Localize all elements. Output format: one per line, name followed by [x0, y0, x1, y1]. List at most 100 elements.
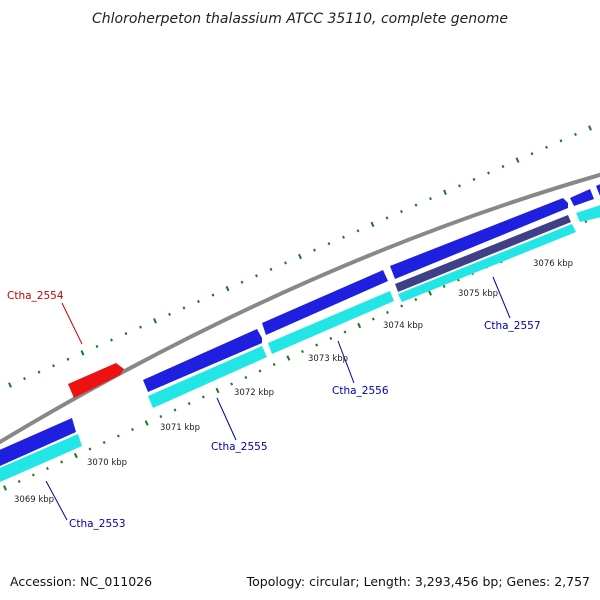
rna-block[interactable]	[68, 363, 124, 398]
tick-dot	[327, 242, 331, 246]
tick-dot	[3, 485, 7, 491]
tick-dot	[458, 184, 461, 188]
tick-dot	[23, 377, 26, 381]
kbp-label: 3073 kbp	[308, 354, 348, 364]
tick-dot	[31, 473, 35, 477]
cds-block[interactable]	[390, 198, 568, 279]
tick-dot	[356, 229, 360, 233]
cds-block[interactable]	[570, 189, 594, 206]
tick-dot	[414, 297, 418, 302]
tick-dot	[66, 357, 70, 361]
cds-block[interactable]	[148, 346, 267, 408]
tick-dot	[225, 285, 230, 292]
tick-dot	[139, 325, 142, 329]
tick-dot	[313, 248, 316, 252]
kbp-label: 3071 kbp	[160, 423, 200, 433]
tick-dot	[187, 401, 191, 406]
cds-block[interactable]	[143, 329, 262, 392]
kbp-label: 3076 kbp	[533, 259, 573, 269]
label-leader-line	[337, 340, 355, 384]
tick-dot	[52, 364, 55, 368]
tick-dot	[8, 382, 12, 388]
label-leader-line	[61, 302, 83, 345]
tick-dot	[284, 261, 287, 265]
tick-dot	[269, 267, 273, 271]
tick-dot	[342, 235, 345, 239]
tick-dot	[370, 221, 375, 228]
cds-block[interactable]	[0, 418, 76, 466]
tick-dot	[530, 152, 534, 156]
tick-dot	[329, 336, 333, 341]
tick-dot	[272, 362, 276, 367]
gene-label[interactable]: Ctha_2557	[484, 320, 541, 332]
cds-block-dark[interactable]	[395, 215, 571, 292]
gene-labels: Ctha_2554 Ctha_2553 Ctha_2555 Ctha_2556 Ctha…	[7, 290, 541, 530]
tick-dot	[428, 290, 432, 296]
tick-dot	[80, 350, 85, 356]
tick-dot	[443, 189, 447, 195]
gene-label[interactable]: Ctha_2554	[7, 290, 64, 302]
tick-dot	[131, 427, 134, 432]
tick-dot	[102, 440, 106, 445]
reverse-cds-track	[0, 202, 600, 482]
label-leader-line	[45, 480, 68, 521]
genome-backbone	[0, 172, 600, 445]
tick-dot	[545, 145, 548, 149]
tick-dot	[255, 274, 258, 278]
tick-dot	[201, 395, 205, 399]
kbp-label: 3074 kbp	[383, 321, 423, 331]
gene-label[interactable]: Ctha_2556	[332, 385, 389, 397]
tick-dot	[298, 253, 302, 260]
label-leaders	[45, 276, 511, 521]
tick-dot	[95, 344, 99, 348]
cds-block[interactable]	[398, 224, 576, 302]
tick-dot	[515, 157, 520, 163]
kbp-label: 3072 kbp	[234, 388, 274, 398]
cds-block[interactable]	[596, 180, 600, 196]
tick-dot	[472, 177, 476, 181]
tick-dot	[400, 304, 404, 308]
tick-dot	[429, 197, 432, 201]
gene-label[interactable]: Ctha_2555	[211, 441, 268, 453]
cds-block[interactable]	[576, 202, 600, 222]
tick-dot	[414, 203, 418, 207]
tick-dot	[144, 420, 149, 426]
tick-dot	[385, 216, 389, 220]
tick-dot	[211, 293, 215, 297]
accession-text: Accession: NC_011026	[10, 574, 152, 589]
tick-dot	[487, 171, 490, 175]
gene-label[interactable]: Ctha_2553	[69, 518, 126, 530]
tick-dot	[182, 306, 186, 310]
tick-dot	[110, 338, 113, 342]
tick-dot	[343, 330, 347, 334]
tick-dot	[17, 479, 21, 484]
label-leader-line	[492, 276, 511, 319]
tick-dot	[197, 299, 200, 304]
tick-dot	[400, 209, 403, 214]
kbp-label: 3075 kbp	[458, 289, 498, 299]
tick-dot	[315, 343, 319, 347]
tick-dot	[173, 408, 177, 412]
tick-dot	[124, 332, 128, 336]
tick-dot	[584, 219, 588, 224]
tick-dot	[116, 434, 120, 438]
tick-dot	[559, 139, 563, 143]
tick-dot	[301, 349, 304, 354]
tick-dot	[60, 460, 64, 464]
tick-dot	[286, 355, 291, 361]
tick-dot	[244, 375, 248, 380]
tick-dot	[168, 312, 171, 316]
outer-tick-dots	[8, 125, 592, 388]
tick-dot	[230, 382, 234, 386]
tick-dot	[240, 280, 244, 284]
cds-block[interactable]	[268, 291, 394, 354]
tick-dot	[357, 322, 362, 329]
tick-dot	[73, 452, 78, 459]
cds-block[interactable]	[262, 270, 388, 335]
kbp-label: 3069 kbp	[14, 495, 54, 505]
tick-dot	[501, 165, 505, 169]
tick-dot	[588, 125, 592, 131]
tick-dot	[371, 317, 375, 321]
tick-dot	[215, 387, 220, 394]
cds-block[interactable]	[0, 434, 82, 482]
